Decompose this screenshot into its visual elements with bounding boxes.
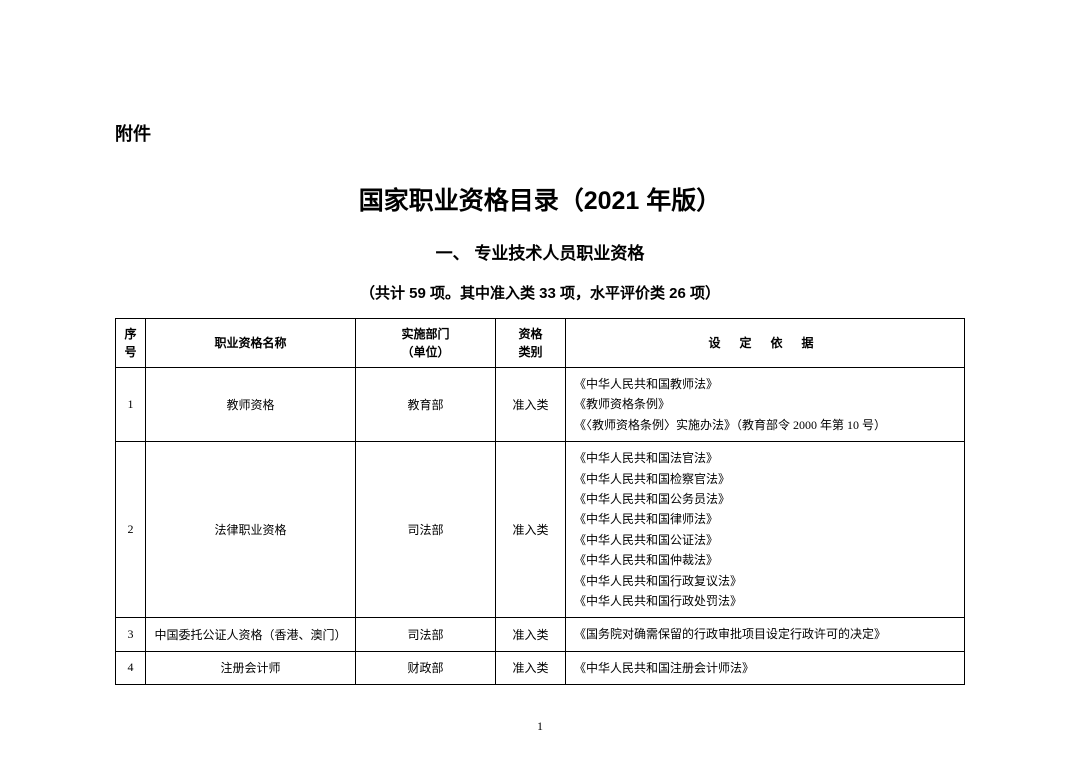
cell-basis: 《中华人民共和国教师法》《教师资格条例》《〈教师资格条例〉实施办法》（教育部令 …: [566, 368, 965, 442]
table-row: 4 注册会计师 财政部 准入类 《中华人民共和国注册会计师法》: [116, 651, 965, 684]
header-dept: 实施部门（单位）: [356, 319, 496, 368]
cell-dept: 司法部: [356, 442, 496, 618]
summary-line: （共计 59 项。其中准入类 33 项，水平评价类 26 项）: [115, 282, 965, 303]
cell-seq: 4: [116, 651, 146, 684]
cell-seq: 2: [116, 442, 146, 618]
page-number: 1: [0, 719, 1080, 734]
cell-name: 注册会计师: [146, 651, 356, 684]
cell-name: 教师资格: [146, 368, 356, 442]
cell-basis: 《国务院对确需保留的行政审批项目设定行政许可的决定》: [566, 618, 965, 651]
cell-category: 准入类: [496, 618, 566, 651]
cell-category: 准入类: [496, 442, 566, 618]
cell-dept: 司法部: [356, 618, 496, 651]
header-name: 职业资格名称: [146, 319, 356, 368]
section-title: 一、 专业技术人员职业资格: [115, 239, 965, 264]
header-basis: 设 定 依 据: [566, 319, 965, 368]
table-header-row: 序号 职业资格名称 实施部门（单位） 资格类别 设 定 依 据: [116, 319, 965, 368]
table-row: 1 教师资格 教育部 准入类 《中华人民共和国教师法》《教师资格条例》《〈教师资…: [116, 368, 965, 442]
cell-basis: 《中华人民共和国法官法》《中华人民共和国检察官法》《中华人民共和国公务员法》《中…: [566, 442, 965, 618]
header-seq: 序号: [116, 319, 146, 368]
cell-category: 准入类: [496, 368, 566, 442]
table-row: 2 法律职业资格 司法部 准入类 《中华人民共和国法官法》《中华人民共和国检察官…: [116, 442, 965, 618]
cell-dept: 教育部: [356, 368, 496, 442]
attachment-label: 附件: [115, 120, 965, 146]
header-category: 资格类别: [496, 319, 566, 368]
cell-dept: 财政部: [356, 651, 496, 684]
cell-category: 准入类: [496, 651, 566, 684]
cell-basis: 《中华人民共和国注册会计师法》: [566, 651, 965, 684]
main-title: 国家职业资格目录（2021 年版）: [115, 181, 965, 217]
cell-name: 中国委托公证人资格（香港、澳门）: [146, 618, 356, 651]
qualification-table: 序号 职业资格名称 实施部门（单位） 资格类别 设 定 依 据 1 教师资格 教…: [115, 318, 965, 685]
table-body: 1 教师资格 教育部 准入类 《中华人民共和国教师法》《教师资格条例》《〈教师资…: [116, 368, 965, 685]
cell-seq: 3: [116, 618, 146, 651]
cell-name: 法律职业资格: [146, 442, 356, 618]
cell-seq: 1: [116, 368, 146, 442]
table-row: 3 中国委托公证人资格（香港、澳门） 司法部 准入类 《国务院对确需保留的行政审…: [116, 618, 965, 651]
